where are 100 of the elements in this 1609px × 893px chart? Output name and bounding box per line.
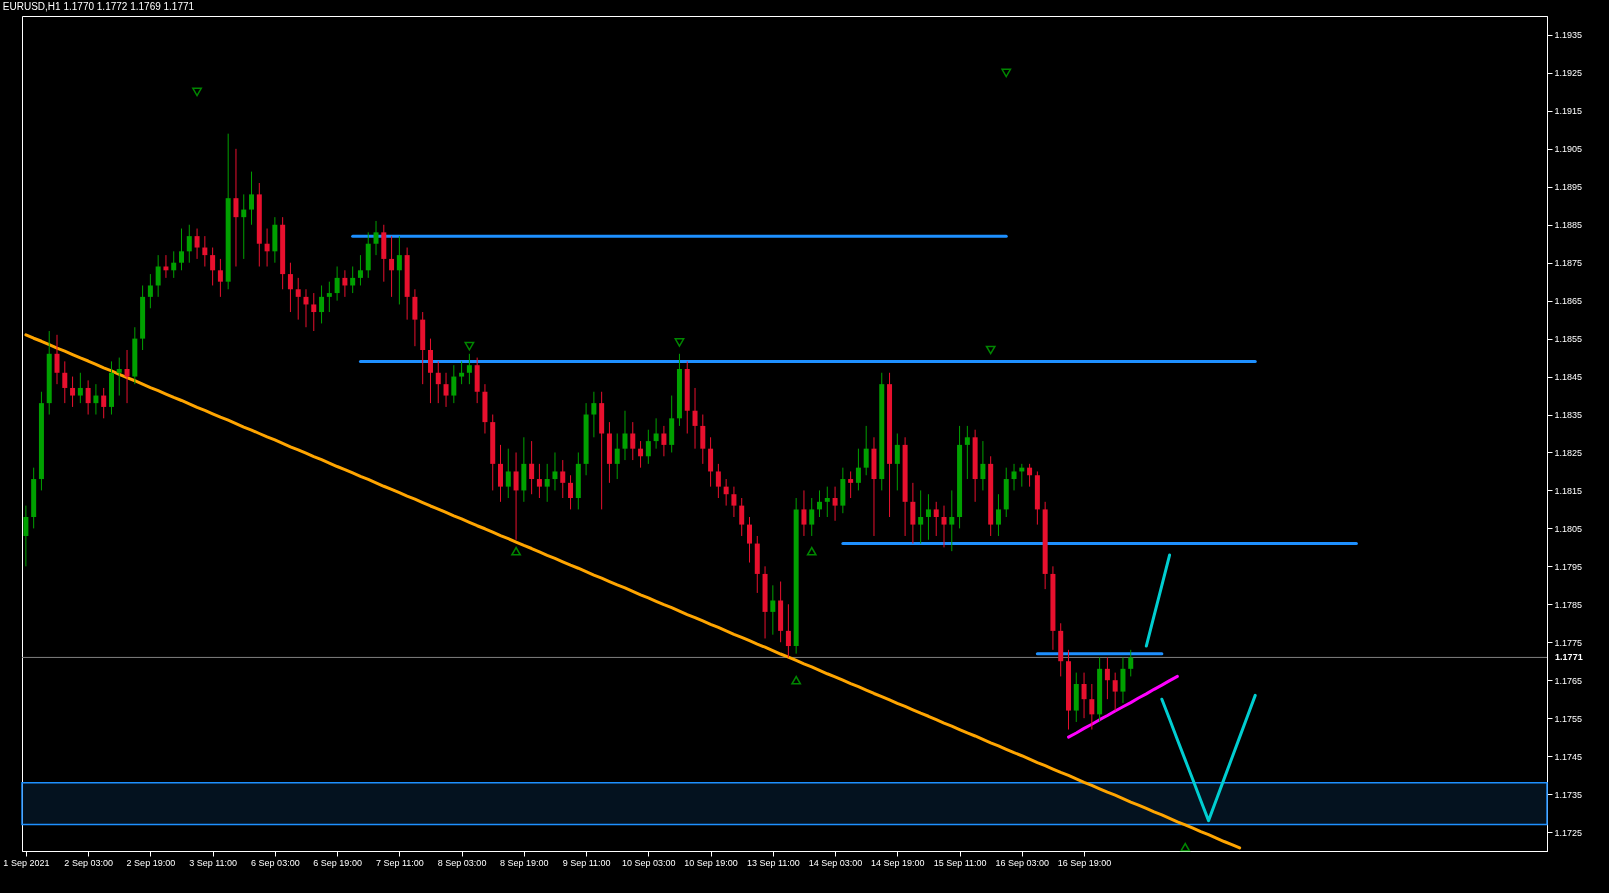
candlestick bbox=[809, 497, 815, 537]
candlestick bbox=[23, 505, 29, 567]
candlestick bbox=[443, 372, 449, 408]
candlestick bbox=[241, 193, 247, 260]
candlestick bbox=[412, 288, 418, 347]
candlestick bbox=[287, 262, 293, 313]
candlestick bbox=[179, 228, 184, 271]
x-tick-label: 2 Sep 03:00 bbox=[64, 857, 113, 868]
candlestick bbox=[427, 338, 433, 404]
candlestick bbox=[918, 489, 924, 545]
x-tick-label: 16 Sep 03:00 bbox=[995, 857, 1050, 868]
candlestick bbox=[801, 489, 807, 537]
candlestick bbox=[739, 497, 745, 537]
candlestick bbox=[832, 486, 838, 522]
x-tick-label: 10 Sep 03:00 bbox=[622, 857, 676, 868]
y-tick-label: 1.1815 bbox=[1554, 485, 1583, 496]
candlestick bbox=[645, 429, 651, 465]
candlestick bbox=[93, 383, 99, 416]
candlestick bbox=[466, 353, 472, 385]
candlestick bbox=[451, 364, 457, 404]
candlestick bbox=[357, 254, 363, 286]
y-tick-label: 1.1865 bbox=[1554, 296, 1583, 307]
candlestick bbox=[459, 360, 465, 385]
candlestick bbox=[692, 387, 698, 450]
x-tick-label: 16 Sep 19:00 bbox=[1057, 857, 1112, 868]
candlestick bbox=[116, 357, 122, 397]
candlestick bbox=[498, 444, 504, 503]
candlestick bbox=[964, 425, 970, 480]
point bbox=[511, 546, 521, 556]
candlestick bbox=[435, 360, 441, 404]
x-tick-label: 7 Sep 11:00 bbox=[375, 857, 424, 868]
candlestick bbox=[653, 417, 659, 450]
y-tick-label: 1.1935 bbox=[1554, 30, 1583, 41]
x-tick-label: 9 Sep 11:00 bbox=[562, 857, 611, 868]
candlestick bbox=[62, 360, 68, 404]
line-series bbox=[1144, 553, 1172, 648]
x-tick-label: 1 Sep 2021 bbox=[3, 857, 50, 868]
candlestick bbox=[614, 433, 620, 480]
point bbox=[806, 546, 817, 556]
y-tick-label: 1.1755 bbox=[1554, 713, 1583, 724]
y-tick-label: 1.1845 bbox=[1554, 372, 1583, 383]
candlestick bbox=[925, 493, 931, 541]
candlestick bbox=[910, 482, 916, 545]
candlestick bbox=[536, 463, 542, 499]
candlestick bbox=[568, 474, 574, 510]
candlestick bbox=[342, 269, 348, 298]
y-tick-label: 1.1855 bbox=[1554, 334, 1583, 345]
candlestick bbox=[995, 493, 1001, 537]
candlestick bbox=[70, 376, 76, 408]
y-tick-label: 1.1925 bbox=[1554, 68, 1583, 79]
y-tick-label: 1.1795 bbox=[1554, 561, 1583, 572]
candlestick bbox=[233, 148, 239, 267]
candlestick bbox=[264, 228, 270, 267]
y-tick-label: 1.1805 bbox=[1554, 523, 1583, 534]
y-tick-label: 1.1785 bbox=[1554, 599, 1583, 610]
x-tick-label: 6 Sep 19:00 bbox=[313, 857, 362, 868]
x-tick-label: 8 Sep 19:00 bbox=[500, 857, 549, 868]
x-tick-label: 14 Sep 19:00 bbox=[871, 857, 925, 868]
candlestick bbox=[249, 171, 255, 226]
candlestick bbox=[1027, 463, 1033, 488]
point bbox=[1001, 68, 1012, 78]
point bbox=[1180, 842, 1191, 852]
chart-title: EURUSD,H1 1.1770 1.1772 1.1769 1.1771 bbox=[2, 1, 195, 12]
candlestick bbox=[638, 440, 644, 469]
y-tick-label: 1.1725 bbox=[1554, 827, 1583, 838]
candlestick bbox=[1128, 649, 1134, 677]
candlestick bbox=[326, 281, 332, 313]
candlestick bbox=[1081, 672, 1087, 719]
y-tick-label: 1.1905 bbox=[1554, 144, 1583, 155]
candlestick bbox=[217, 258, 223, 298]
x-tick-label: 2 Sep 19:00 bbox=[126, 857, 176, 868]
candlestick bbox=[746, 516, 752, 564]
candlestick bbox=[622, 410, 628, 461]
candlestick bbox=[319, 284, 325, 324]
x-tick-label: 3 Sep 11:00 bbox=[189, 857, 238, 868]
candlestick bbox=[1120, 656, 1126, 704]
candlestick bbox=[785, 603, 791, 658]
y-tick-label: 1.1775 bbox=[1554, 637, 1583, 648]
candlestick bbox=[101, 387, 107, 419]
candlestick bbox=[855, 448, 861, 491]
y-tick-label: 1.1825 bbox=[1554, 447, 1583, 458]
candlestick bbox=[715, 463, 721, 499]
candlestick bbox=[210, 247, 216, 286]
candlestick bbox=[85, 379, 91, 416]
candlestick bbox=[630, 421, 636, 461]
candlestick bbox=[505, 448, 511, 499]
candlestick bbox=[863, 425, 869, 476]
x-tick-label: 6 Sep 03:00 bbox=[251, 857, 300, 868]
point bbox=[791, 675, 802, 685]
point bbox=[464, 341, 475, 351]
candlestick bbox=[731, 486, 737, 518]
line-series bbox=[1066, 674, 1179, 739]
candlestick bbox=[396, 235, 402, 305]
candlestick bbox=[1104, 656, 1110, 700]
point bbox=[192, 87, 202, 97]
x-tick-label: 8 Sep 03:00 bbox=[437, 857, 487, 868]
candlestick bbox=[311, 292, 317, 332]
candlestick bbox=[848, 470, 854, 499]
candlestick bbox=[147, 273, 153, 309]
y-tick-label: 1.1915 bbox=[1554, 106, 1583, 117]
